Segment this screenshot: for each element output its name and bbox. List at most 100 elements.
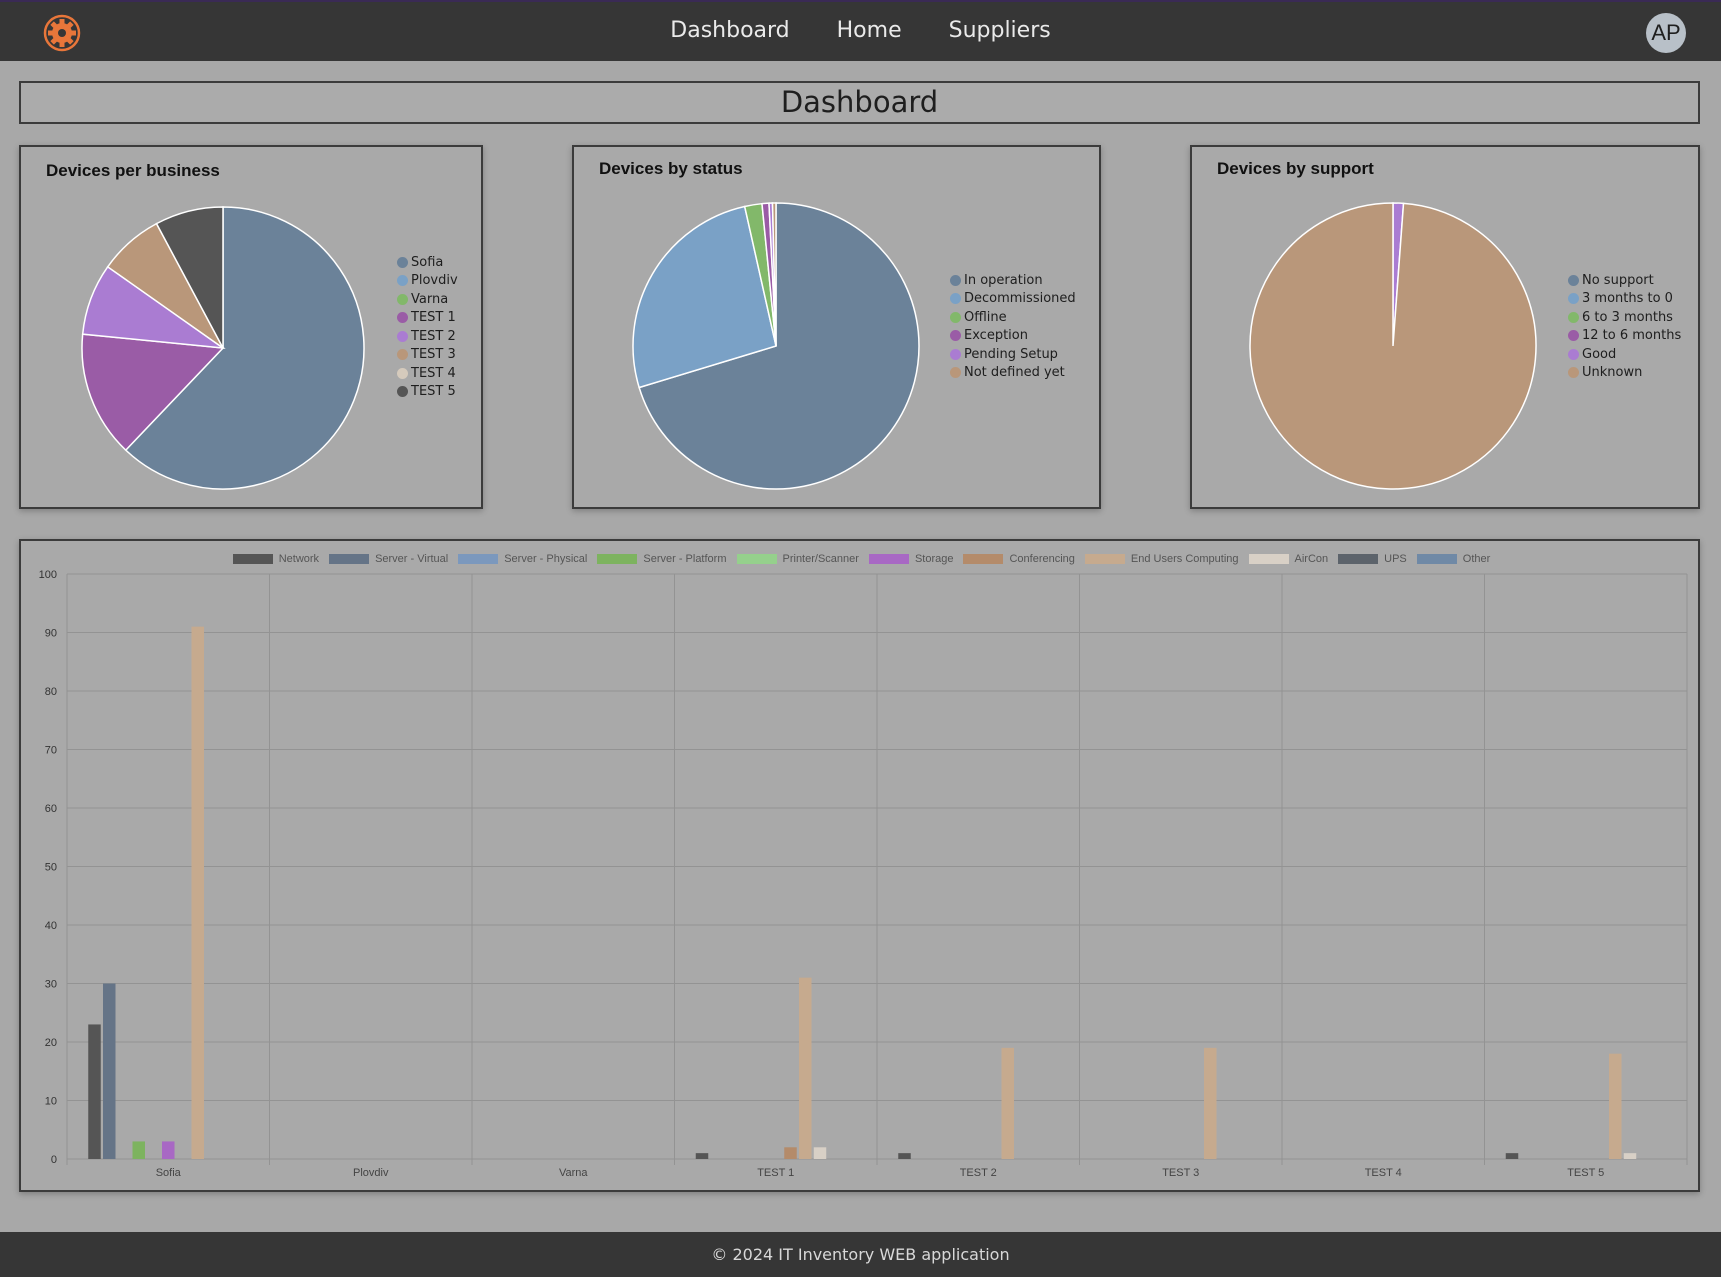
legend-item[interactable]: TEST 2: [397, 327, 458, 346]
legend-label: Exception: [964, 328, 1028, 344]
bar-legend-item[interactable]: Conferencing: [963, 553, 1075, 565]
bar-legend-item[interactable]: End Users Computing: [1084, 553, 1239, 565]
bar-end-users-computing-test-1[interactable]: [799, 977, 812, 1159]
pie-slice-decommissioned[interactable]: [632, 205, 777, 389]
legend-swatch: [963, 554, 1004, 564]
legend-swatch: [458, 554, 499, 564]
legend-item[interactable]: Sofia: [397, 253, 458, 272]
legend-label: Pending Setup: [964, 346, 1058, 362]
bar-network-test-1[interactable]: [695, 1153, 709, 1159]
legend-item[interactable]: Varna: [397, 290, 458, 309]
x-tick-label: Plovdiv: [353, 1167, 389, 1179]
legend-item[interactable]: Unknown: [1568, 364, 1681, 383]
y-tick-label: 40: [45, 920, 57, 932]
legend-item[interactable]: 3 months to 0: [1568, 290, 1681, 309]
legend-item[interactable]: Not defined yet: [950, 364, 1076, 383]
nav-link-suppliers[interactable]: Suppliers: [948, 18, 1051, 43]
bar-network-test-2[interactable]: [898, 1153, 911, 1159]
bar-legend-item[interactable]: UPS: [1338, 553, 1407, 565]
gear-icon[interactable]: [42, 13, 82, 53]
pie-slice-not-defined-yet[interactable]: [771, 202, 777, 347]
pie-slice-unknown[interactable]: [1249, 202, 1537, 490]
pie-slice-in-operation[interactable]: [638, 202, 920, 490]
legend-item[interactable]: Offline: [950, 308, 1076, 327]
pie-slice-test-1[interactable]: [81, 333, 225, 452]
chart-legend: Sofia Plovdiv Varna TEST 1 TEST 2 TEST 3 TEST …: [397, 253, 458, 401]
bar-legend-item[interactable]: Server - Virtual: [329, 553, 448, 565]
chart-title: Devices by support: [1217, 159, 1374, 178]
bar-legend-item[interactable]: Other: [1416, 553, 1490, 565]
y-tick-label: 30: [45, 979, 57, 991]
legend-item[interactable]: Pending Setup: [950, 345, 1076, 364]
legend-item[interactable]: TEST 1: [397, 309, 458, 328]
legend-swatch: [950, 330, 961, 342]
legend-item[interactable]: TEST 3: [397, 346, 458, 365]
bar-legend-item[interactable]: Server - Physical: [458, 553, 587, 565]
main-nav: Dashboard Home Suppliers: [0, 18, 1721, 43]
legend-item[interactable]: TEST 4: [397, 364, 458, 383]
bar-aircon-test-5[interactable]: [1623, 1153, 1637, 1159]
bar-storage-sofia[interactable]: [162, 1141, 175, 1159]
bar-legend-item[interactable]: AirCon: [1248, 553, 1328, 565]
top-navbar: Dashboard Home Suppliers AP: [0, 0, 1721, 61]
y-tick-label: 60: [45, 803, 57, 815]
bar-network-sofia[interactable]: [88, 1024, 101, 1159]
legend-label: TEST 3: [411, 347, 456, 363]
legend-item[interactable]: Decommissioned: [950, 290, 1076, 309]
legend-swatch: [329, 554, 370, 564]
pie-slice-sofia[interactable]: [124, 206, 365, 490]
bar-legend-item[interactable]: Server - Platform: [597, 553, 727, 565]
legend-swatch: [950, 367, 961, 379]
bar-server-platform-sofia[interactable]: [132, 1141, 146, 1159]
x-tick-label: Sofia: [156, 1167, 182, 1179]
bar-conferencing-test-1[interactable]: [784, 1147, 797, 1159]
legend-label: Conferencing: [1009, 553, 1075, 565]
legend-label: 3 months to 0: [1582, 291, 1673, 307]
legend-item[interactable]: In operation: [950, 271, 1076, 290]
legend-item[interactable]: TEST 5: [397, 383, 458, 402]
bar-server-virtual-sofia[interactable]: [103, 983, 116, 1160]
bar-aircon-test-1[interactable]: [813, 1147, 827, 1159]
y-tick-label: 80: [45, 686, 57, 698]
bar-end-users-computing-test-5[interactable]: [1609, 1053, 1622, 1159]
chart-title: Devices per business: [46, 161, 220, 180]
bar-chart-devices: 0 10 20 30 40 50 60 70 80 90 100 Sofia Plovdiv Varna T…: [39, 569, 1688, 1179]
pie-slice-test-5[interactable]: [155, 206, 224, 349]
legend-label: End Users Computing: [1130, 553, 1239, 565]
bar-end-users-computing-test-3[interactable]: [1204, 1047, 1217, 1159]
legend-label: Not defined yet: [964, 365, 1065, 381]
legend-item[interactable]: Good: [1568, 345, 1681, 364]
legend-item[interactable]: 6 to 3 months: [1568, 308, 1681, 327]
legend-label: Unknown: [1582, 365, 1643, 381]
legend-item[interactable]: No support: [1568, 271, 1681, 290]
nav-link-dashboard[interactable]: Dashboard: [670, 18, 790, 43]
legend-swatch: [736, 554, 777, 564]
legend-swatch: [597, 554, 638, 564]
legend-label: Server - Platform: [643, 553, 727, 565]
y-tick-label: 0: [51, 1154, 57, 1166]
nav-link-home[interactable]: Home: [836, 18, 902, 43]
bar-legend-item[interactable]: Network: [232, 553, 319, 565]
legend-label: Plovdiv: [411, 273, 458, 289]
legend-label: Printer/Scanner: [782, 553, 859, 565]
legend-swatch: [232, 554, 273, 564]
legend-item[interactable]: Plovdiv: [397, 272, 458, 291]
legend-item[interactable]: 12 to 6 months: [1568, 327, 1681, 346]
legend-swatch: [397, 330, 408, 342]
legend-item[interactable]: Exception: [950, 327, 1076, 346]
y-tick-label: 20: [45, 1037, 57, 1049]
legend-label: In operation: [964, 272, 1043, 288]
legend-swatch: [397, 349, 408, 361]
legend-label: 12 to 6 months: [1582, 328, 1682, 344]
pie-card-support: Devices by support No support 3 months to…: [1190, 145, 1700, 509]
legend-swatch: [397, 312, 408, 324]
user-avatar[interactable]: AP: [1646, 13, 1686, 53]
x-tick-label: TEST 4: [1365, 1167, 1402, 1179]
legend-swatch: [1338, 554, 1379, 564]
bar-end-users-computing-test-2[interactable]: [1001, 1047, 1015, 1159]
bar-end-users-computing-sofia[interactable]: [191, 626, 205, 1159]
bar-legend-item[interactable]: Storage: [868, 553, 953, 565]
bar-legend-item[interactable]: Printer/Scanner: [736, 553, 859, 565]
legend-swatch: [868, 554, 909, 564]
bar-network-test-5[interactable]: [1505, 1153, 1519, 1159]
